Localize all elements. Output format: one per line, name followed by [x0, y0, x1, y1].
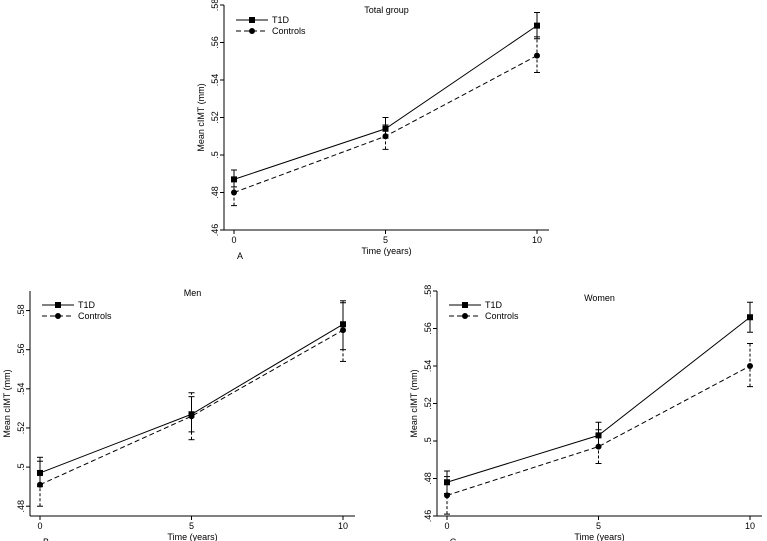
legend-label: Controls [78, 311, 112, 321]
y-tick-label: .5 [210, 151, 220, 159]
y-tick-label: .58 [423, 285, 433, 298]
y-axis-title: Mean cIMT (mm) [196, 83, 206, 151]
series-controls: Controls [444, 311, 753, 515]
y-tick-label: .46 [423, 510, 433, 523]
y-tick-label: .54 [210, 74, 220, 87]
legend-label: T1D [485, 300, 503, 310]
legend-label: T1D [272, 15, 290, 25]
data-point [340, 327, 346, 334]
series-t1d: T1D [231, 12, 540, 188]
legend-marker [55, 302, 61, 308]
panel-a: .46 .48 .5 .52 .54 .56 .58 0 5 10 Time (years) Mean… [196, 0, 549, 261]
y-axis-title: Mean cIMT (mm) [409, 369, 419, 437]
y-axis-title: Mean cIMT (mm) [2, 369, 12, 437]
legend-marker [55, 313, 61, 319]
x-tick-label: 0 [37, 521, 42, 531]
y-tick-label: .46 [210, 224, 220, 237]
data-point [534, 52, 540, 59]
y-tick-label: .5 [16, 463, 26, 471]
y-tick-label: .52 [16, 422, 26, 435]
panel-title: Women [584, 293, 615, 303]
y-tick-label: .52 [423, 397, 433, 410]
y-tick-label: .56 [423, 322, 433, 335]
data-point [382, 133, 389, 140]
panel-c: .46 .48 .5 .52 .54 .56 .58 0 5 10 Time (years) Mean… [409, 285, 762, 541]
panel-title: Total group [364, 5, 409, 15]
y-tick-label: .56 [210, 36, 220, 49]
data-point [231, 189, 237, 196]
panel-letter: A [237, 251, 243, 261]
y-tick-label: .5 [423, 437, 433, 445]
legend-marker [462, 313, 468, 319]
legend-label: Controls [485, 311, 519, 321]
y-tick-label: .54 [423, 360, 433, 373]
data-point [747, 363, 753, 369]
y-tick-label: .58 [16, 304, 26, 317]
x-axis-title: Time (years) [361, 246, 411, 256]
legend-label: T1D [78, 300, 96, 310]
panel-b: .48 .5 .52 .54 .56 .58 0 5 10 Time (years) Mean cI… [2, 288, 355, 541]
data-point [747, 314, 753, 321]
series-controls: Controls [231, 26, 540, 207]
data-point [444, 492, 450, 499]
legend-marker [462, 302, 468, 308]
series-controls: Controls [37, 302, 346, 507]
series-line [446, 365, 751, 496]
x-tick-label: 10 [532, 235, 542, 245]
legend-label: Controls [272, 26, 306, 36]
x-tick-label: 0 [444, 521, 449, 531]
series-t1d: T1D [444, 300, 753, 494]
data-point [37, 469, 43, 476]
y-tick-label: .48 [423, 472, 433, 485]
y-tick-label: .48 [16, 500, 26, 513]
data-point [37, 481, 43, 488]
y-tick-label: .48 [210, 186, 220, 199]
x-tick-label: 5 [596, 521, 601, 531]
x-axis-title: Time (years) [167, 532, 217, 541]
legend-marker [249, 17, 255, 23]
y-tick-label: .54 [16, 383, 26, 396]
y-tick-label: .56 [16, 343, 26, 356]
x-tick-label: 5 [189, 521, 194, 531]
y-tick-label: .52 [210, 111, 220, 124]
data-point [188, 413, 195, 420]
panel-letter: C [450, 537, 457, 541]
panel-letter: B [43, 537, 49, 541]
series-line [39, 329, 344, 486]
x-tick-label: 10 [745, 521, 755, 531]
y-tick-label: .58 [210, 0, 220, 11]
data-point [595, 432, 602, 439]
x-axis-title: Time (years) [574, 532, 624, 541]
x-tick-label: 0 [231, 235, 236, 245]
panel-title: Men [184, 288, 202, 298]
x-tick-label: 5 [383, 235, 388, 245]
series-line [233, 25, 538, 180]
data-point [534, 22, 540, 29]
x-tick-label: 10 [338, 521, 348, 531]
legend-marker [249, 28, 255, 34]
data-point [595, 443, 602, 450]
data-point [231, 176, 237, 183]
